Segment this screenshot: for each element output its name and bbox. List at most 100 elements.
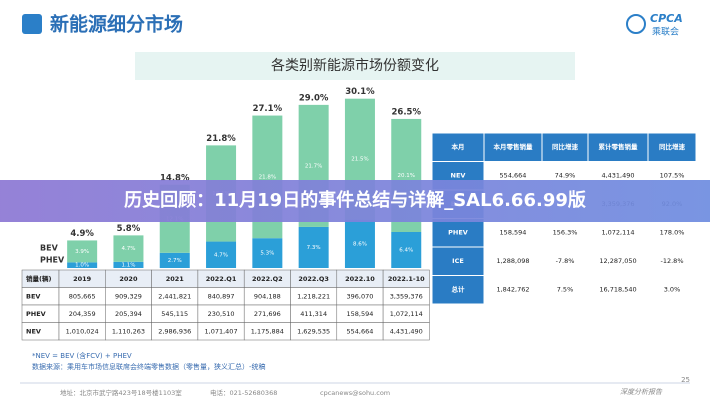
- total-label: 14.8%: [160, 173, 190, 183]
- cell-text: 909,329: [115, 292, 142, 300]
- cell-text: -7.8%: [556, 257, 575, 265]
- cell-text: 840,897: [208, 292, 235, 300]
- cell-text: 554,664: [500, 172, 527, 180]
- bar-segment: [391, 232, 422, 268]
- cell-text: 74.9%: [555, 172, 576, 180]
- bar-segment: [113, 261, 144, 268]
- cell-text: 3.0%: [664, 286, 681, 294]
- data-label: 6.4%: [399, 248, 413, 254]
- cell-text: 2022.Q3: [298, 275, 329, 283]
- footer-site: cpcanews@sohu.com: [320, 389, 390, 397]
- cell-text: 158,594: [347, 310, 374, 318]
- cell-text: 2022.10: [345, 275, 375, 283]
- cell-text: 1,010,024: [66, 327, 99, 335]
- cell-text: 1,110,263: [112, 327, 145, 335]
- cell-text: NEV: [451, 172, 466, 180]
- cell-text: 156.3%: [553, 229, 578, 237]
- cell-text: 205,394: [115, 310, 142, 318]
- cell-text: 1,218,221: [297, 292, 330, 300]
- data-label: 21.8%: [259, 174, 276, 180]
- cell-text: 1,629,535: [297, 327, 330, 335]
- cell-text: 805,665: [69, 292, 96, 300]
- cell-text: 178.0%: [660, 229, 685, 237]
- cell-text: 545,115: [161, 310, 188, 318]
- cell-text: 904,188: [254, 292, 281, 300]
- cell-text: 2020: [119, 275, 138, 283]
- page-number: 25: [681, 376, 690, 384]
- data-label: 4.7%: [121, 246, 135, 252]
- bar-segment: [206, 241, 237, 268]
- footer-phone: 电话：021-52680368: [210, 388, 277, 397]
- cell-text: 本月: [452, 142, 465, 151]
- footer-report: 深度分析报告: [620, 388, 663, 396]
- cell-text: 230,510: [208, 310, 235, 318]
- data-label: 20.1%: [398, 173, 415, 179]
- logo-sub: 乘联会: [652, 26, 679, 38]
- cell-text: 158,594: [500, 229, 527, 237]
- bar-segment: [67, 262, 98, 268]
- footer-address: 地址：北京市武宁路423号18号楼1103室: [60, 388, 182, 397]
- cell-text: 204,359: [69, 310, 96, 318]
- cell-text: 总计: [452, 285, 466, 294]
- slide-title: 各类别新能源市场份额变化: [271, 57, 439, 74]
- cell-text: 1,072,114: [390, 310, 423, 318]
- data-label: 21.5%: [351, 157, 368, 163]
- banner-text: 历史回顾：11月19日的事件总结与详解_SAL6.66.99版: [124, 189, 586, 211]
- cell-text: 4,431,490: [601, 172, 634, 180]
- data-label: 2.7%: [168, 258, 182, 264]
- data-label: 3.9%: [75, 249, 89, 255]
- bar-segment: [67, 240, 98, 263]
- bar-segment: [252, 238, 283, 268]
- data-label: 1.0%: [75, 263, 89, 269]
- logo-mark: [626, 14, 646, 34]
- table-cell: [647, 275, 697, 305]
- left-table: 销量(辆) 2019 2020 2021 2022.Q1 2022.Q2 2022.Q3 20…: [21, 269, 430, 341]
- data-label: 1.1%: [121, 262, 135, 268]
- logo: CPCA: [650, 12, 683, 25]
- cell-text: 2022.1-10: [388, 275, 425, 283]
- bar-segment: [344, 219, 375, 268]
- data-label: 8.6%: [353, 241, 367, 247]
- cell-text: 2,986,936: [158, 327, 191, 335]
- cell-text: 411,314: [300, 310, 327, 318]
- cell-text: 3,359,376: [390, 292, 423, 300]
- bar-segment: [298, 226, 329, 268]
- cell-text: 107.5%: [660, 172, 685, 180]
- cell-text: 2022.Q1: [206, 275, 237, 283]
- table-cell: [647, 132, 697, 162]
- data-label: 7.3%: [307, 245, 321, 251]
- total-label: 5.8%: [117, 224, 141, 234]
- title-icon: [22, 14, 42, 34]
- table-cell: [587, 275, 649, 305]
- table-cell: [431, 218, 485, 248]
- cell-text: 2021: [166, 275, 185, 283]
- cell-text: 271,696: [254, 310, 281, 318]
- legend-label: BEV: [40, 244, 59, 253]
- cell-text: ICE: [452, 257, 464, 265]
- cell-text: 同比增速: [659, 142, 686, 151]
- cell-text: 554,664: [347, 327, 374, 335]
- cell-text: 4,431,490: [390, 327, 423, 335]
- bar-segment: [159, 252, 190, 268]
- bar-segment: [113, 235, 144, 262]
- cell-text: 1,071,407: [205, 327, 238, 335]
- cell-text: 2022.Q2: [252, 275, 283, 283]
- cell-text: 7.5%: [557, 286, 574, 294]
- cell-text: 同比增速: [552, 142, 579, 151]
- chart: 1.0%3.9%4.9%1.1%4.7%5.8%2.7%12.1%14.8%4.…: [40, 87, 421, 269]
- cell-text: 16,718,540: [599, 286, 636, 294]
- slide-title-box: [135, 52, 575, 80]
- total-label: 26.5%: [392, 107, 422, 117]
- cell-text: 396,070: [347, 292, 374, 300]
- cell-text: PHEV: [26, 310, 46, 318]
- table-cell: [483, 275, 543, 305]
- table-cell: [587, 246, 649, 276]
- page-title: 新能源细分市场: [50, 13, 183, 36]
- cell-text: -12.8%: [661, 257, 684, 265]
- cell-text: 2019: [73, 275, 92, 283]
- data-label: 5.3%: [260, 251, 274, 257]
- cell-text: 2,441,821: [158, 292, 191, 300]
- cell-text: NEV: [26, 327, 41, 335]
- cell-text: 12,287,050: [599, 257, 636, 265]
